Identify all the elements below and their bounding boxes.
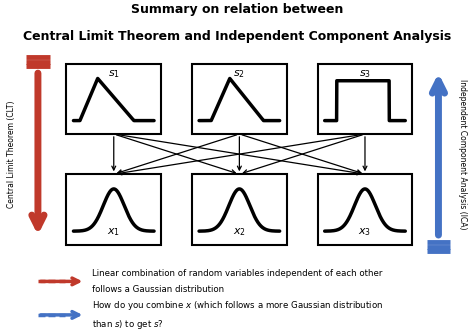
Text: Independent Component Analysis (ICA): Independent Component Analysis (ICA) — [458, 79, 466, 229]
Bar — [66, 174, 161, 245]
Text: $s_2$: $s_2$ — [233, 69, 246, 80]
Text: Summary on relation between: Summary on relation between — [131, 3, 343, 16]
Text: $x_3$: $x_3$ — [358, 226, 372, 238]
Bar — [318, 174, 412, 245]
Text: $s_3$: $s_3$ — [359, 69, 371, 80]
Text: $s_1$: $s_1$ — [108, 69, 120, 80]
Text: follows a Gaussian distribution: follows a Gaussian distribution — [92, 285, 225, 294]
Bar — [318, 64, 412, 134]
FancyArrowPatch shape — [363, 137, 367, 170]
Text: Central Limit Theorem and Independent Component Analysis: Central Limit Theorem and Independent Co… — [23, 30, 451, 43]
FancyArrowPatch shape — [243, 135, 362, 174]
Bar — [192, 174, 287, 245]
Text: Linear combination of random variables independent of each other: Linear combination of random variables i… — [92, 269, 383, 278]
Text: $x_1$: $x_1$ — [107, 226, 120, 238]
Text: Central Limit Theorem (CLT): Central Limit Theorem (CLT) — [8, 100, 16, 208]
Text: $x_2$: $x_2$ — [233, 226, 246, 238]
FancyArrowPatch shape — [112, 137, 116, 170]
FancyArrowPatch shape — [242, 135, 361, 174]
FancyArrowPatch shape — [117, 134, 361, 175]
FancyArrowPatch shape — [118, 135, 237, 174]
FancyArrowPatch shape — [118, 134, 362, 175]
FancyArrowPatch shape — [237, 137, 241, 170]
Bar — [192, 64, 287, 134]
Bar — [66, 64, 161, 134]
FancyArrowPatch shape — [117, 135, 236, 174]
Text: than $s$) to get $s$?: than $s$) to get $s$? — [92, 318, 164, 331]
Text: How do you combine $x$ (which follows a more Gaussian distribution: How do you combine $x$ (which follows a … — [92, 298, 383, 312]
